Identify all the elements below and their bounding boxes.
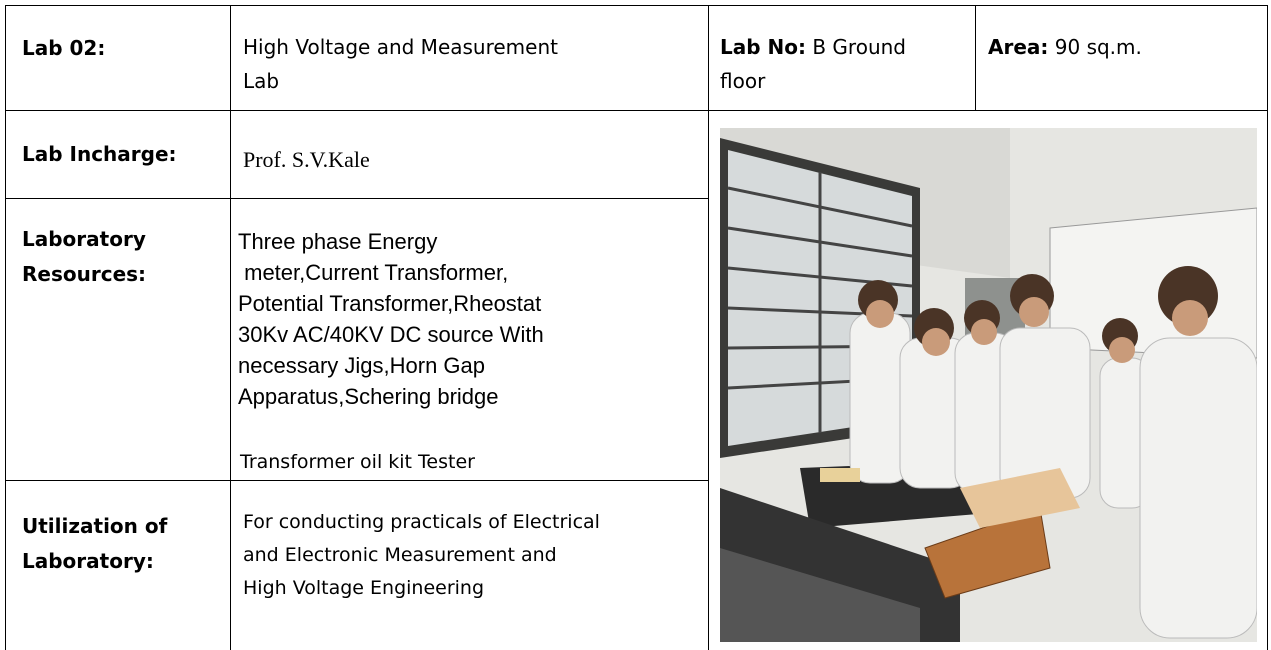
utilization-line: High Voltage Engineering	[243, 572, 484, 605]
area-value: 90 sq.m.	[1048, 35, 1141, 59]
border	[1267, 5, 1268, 650]
border	[975, 5, 976, 110]
resources-line: necessary Jigs,Horn Gap	[238, 350, 485, 381]
border	[230, 5, 231, 650]
utilization-line: and Electronic Measurement and	[243, 539, 557, 572]
resources-line: Potential Transformer,Rheostat	[238, 288, 541, 319]
lab-label: Lab 02:	[22, 31, 105, 65]
resources-value: Transformer oil kit Tester	[240, 446, 475, 479]
resources-line: Apparatus,Schering bridge	[238, 381, 499, 412]
lab-name: Lab	[243, 64, 279, 98]
border	[5, 5, 6, 650]
resources-line: Three phase Energy	[238, 226, 437, 257]
incharge-label: Lab Incharge:	[22, 137, 177, 171]
lab-name: High Voltage and Measurement	[243, 30, 558, 64]
area-label: Area:	[988, 35, 1048, 59]
resources-line: 30Kv AC/40KV DC source With	[238, 319, 544, 350]
lab-no-label: Lab No:	[720, 35, 806, 59]
utilization-line: For conducting practicals of Electrical	[243, 506, 600, 539]
border	[5, 5, 1268, 6]
document: Lab 02: High Voltage and Measurement Lab…	[0, 0, 1271, 650]
border	[5, 110, 1268, 111]
utilization-label: Utilization of	[22, 509, 167, 543]
area: Area: 90 sq.m.	[988, 30, 1142, 64]
border	[5, 480, 708, 481]
border	[708, 5, 709, 650]
resources-label: Resources:	[22, 257, 146, 291]
lab-no: Lab No: B Ground	[720, 30, 906, 64]
resources-label: Laboratory	[22, 222, 146, 256]
lab-photo	[720, 128, 1257, 642]
resources-line: meter,Current Transformer,	[238, 257, 508, 288]
lab-no-value: B Ground	[806, 35, 906, 59]
incharge-value: Prof. S.V.Kale	[243, 143, 370, 177]
border	[5, 198, 708, 199]
lab-no-value: floor	[720, 64, 765, 98]
utilization-label: Laboratory:	[22, 544, 154, 578]
